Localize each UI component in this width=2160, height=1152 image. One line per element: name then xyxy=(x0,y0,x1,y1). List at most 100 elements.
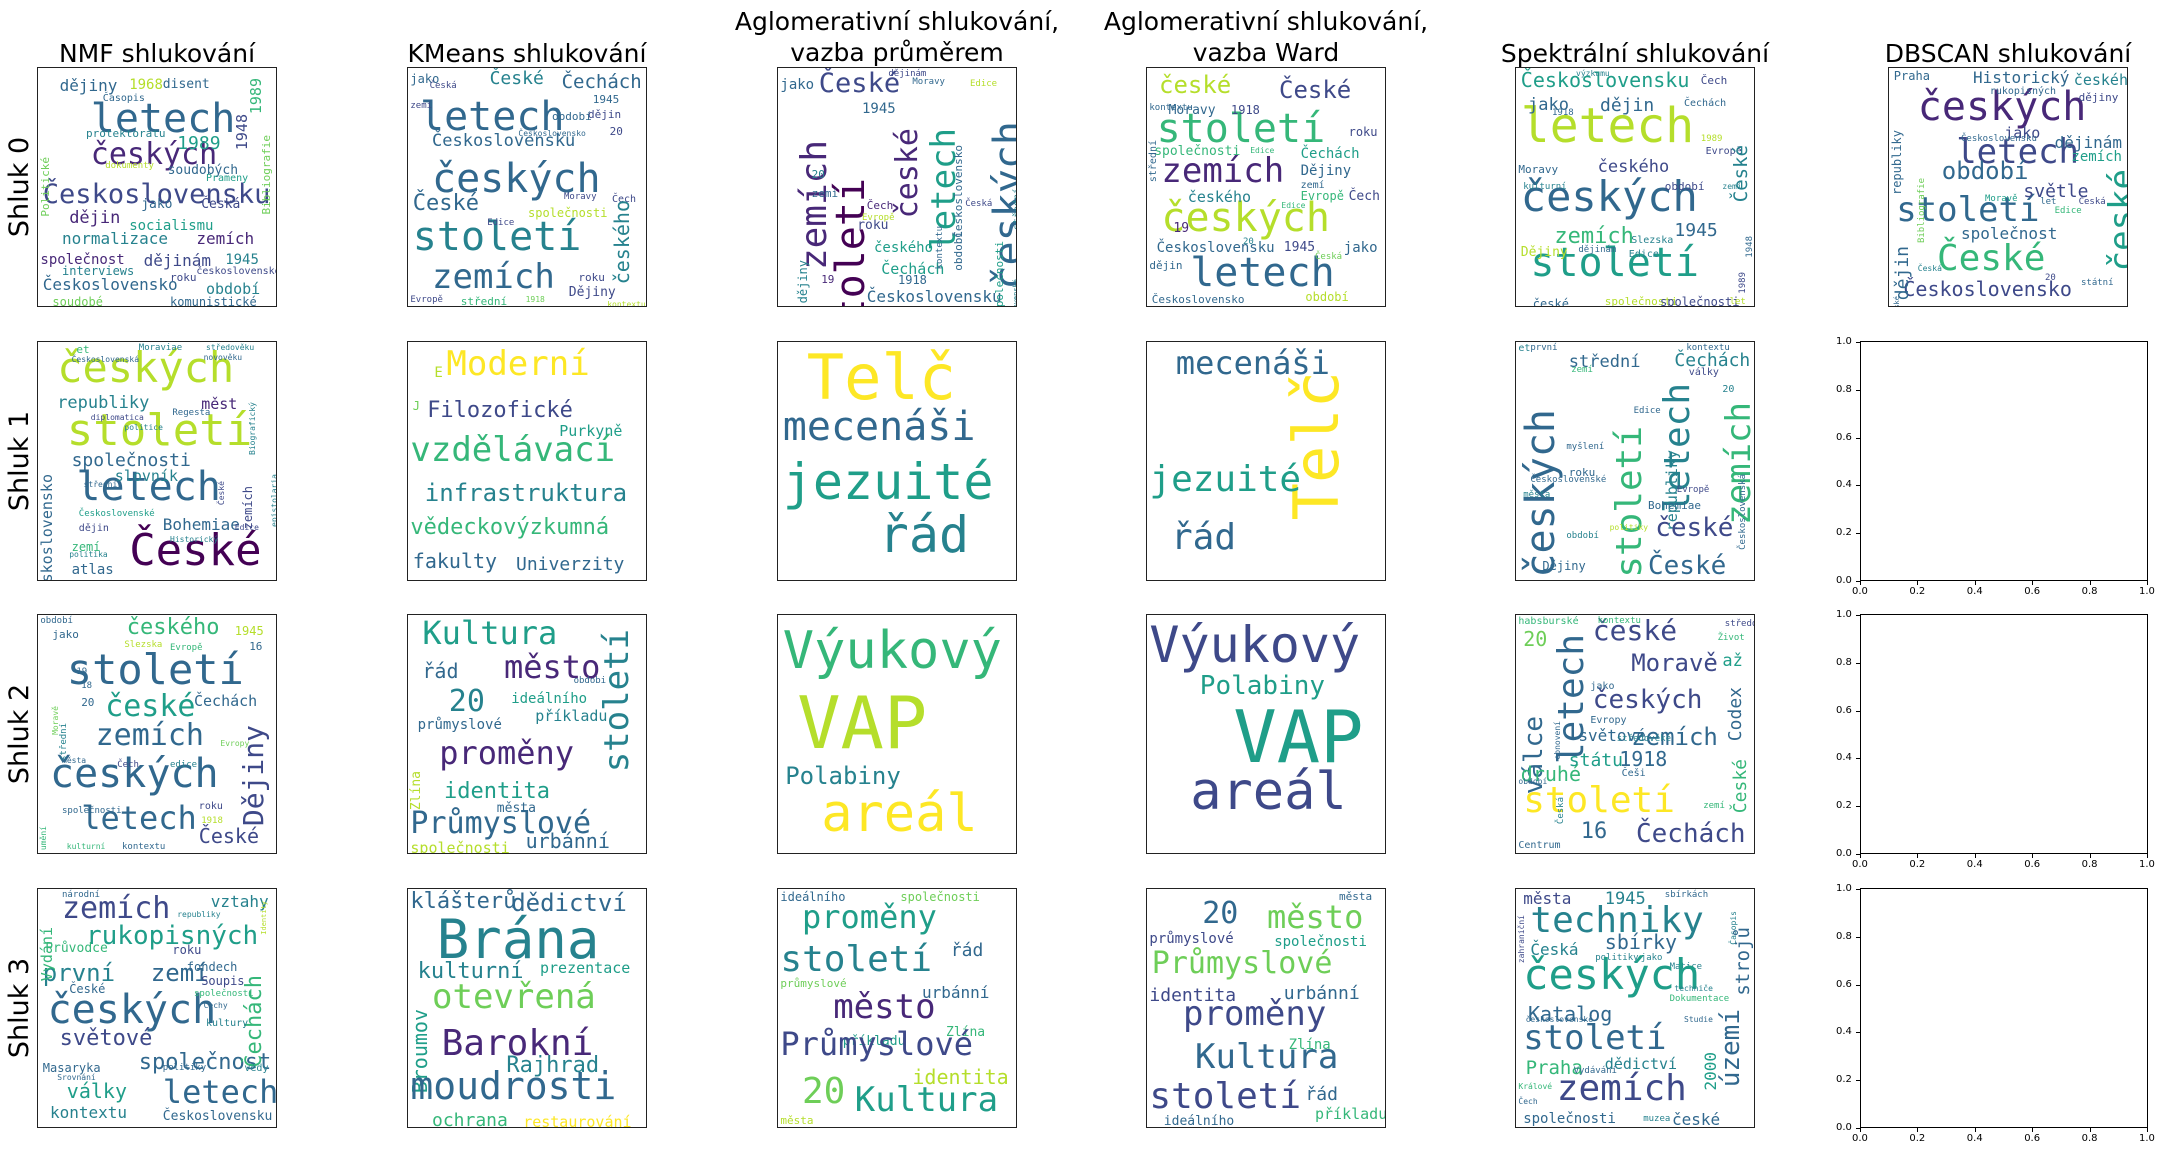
wordcloud-panel: českých století letech zemích Čechách střední… xyxy=(1515,341,1755,581)
wordcloud-word: kontextu xyxy=(935,226,946,270)
wordcloud-word: 1948 xyxy=(232,113,251,150)
wordcloud-word: ideálního xyxy=(1163,1113,1235,1128)
y-tick-label: 0.0 xyxy=(1836,575,1852,586)
wordcloud-word: vědeckovýzkumná xyxy=(410,515,610,541)
wordcloud-word: dějinám xyxy=(1578,244,1617,255)
wordcloud-word: et xyxy=(1518,343,1531,355)
wordcloud-word: kontextu xyxy=(1686,343,1730,354)
wordcloud-word: České xyxy=(1937,237,2046,279)
wordcloud-word: let xyxy=(1729,297,1746,307)
wordcloud-word: vzdělávací xyxy=(410,430,616,471)
wordcloud-word: zemích xyxy=(794,140,836,271)
wordcloud-word: Praha xyxy=(1525,1057,1583,1080)
wordcloud-word: Česká xyxy=(1530,939,1579,959)
wordcloud-word: města xyxy=(1523,489,1551,500)
wordcloud-word: století xyxy=(412,213,582,260)
wordcloud-word: střední xyxy=(83,480,118,490)
empty-axes xyxy=(1860,614,2148,854)
wordcloud-word: společnosti xyxy=(62,806,122,816)
wordcloud-word: dějin xyxy=(69,207,121,228)
column-title: Aglomerativní shlukování, xyxy=(1103,7,1429,36)
wordcloud-word: české xyxy=(2102,168,2128,272)
wordcloud-panel: letech českých Československu normalizace Če… xyxy=(37,67,277,307)
y-tick-label: 0.4 xyxy=(1836,1026,1852,1038)
x-tick-label: 0.6 xyxy=(2024,1133,2041,1144)
wordcloud-word: českého xyxy=(1597,157,1670,178)
x-tick xyxy=(2147,1128,2148,1132)
wordcloud-word: urbánní xyxy=(525,829,610,853)
wordcloud-word: Bibliografie xyxy=(1916,178,1927,244)
wordcloud-word: mecenáši xyxy=(782,403,976,450)
wordcloud-panel: českých letech století České české Českoslove… xyxy=(1888,67,2128,307)
wordcloud-word: Dějiny xyxy=(568,285,616,301)
wordcloud-word: 18 xyxy=(81,681,93,692)
wordcloud-word: českého xyxy=(126,615,220,641)
wordcloud-word: Čechy xyxy=(203,1000,228,1010)
wordcloud-word: techniky xyxy=(1530,900,1704,942)
wordcloud-word: České xyxy=(818,68,901,100)
wordcloud-word: zemí xyxy=(1722,182,1742,192)
wordcloud-word: Kultura xyxy=(422,614,558,653)
wordcloud-word: města xyxy=(1523,889,1572,909)
y-tick-label: 0.0 xyxy=(1836,1122,1852,1133)
wordcloud-word: Evropy xyxy=(220,738,250,748)
wordcloud-word: České xyxy=(217,481,226,506)
wordcloud-word: zemích xyxy=(1554,224,1634,250)
wordcloud-word: města xyxy=(62,755,87,765)
wordcloud-word: kultury xyxy=(206,1017,249,1029)
wordcloud-word: středověku xyxy=(206,343,255,353)
wordcloud-panel: Moderní Filozofické Purkyně vzdělávací infra… xyxy=(407,341,647,581)
wordcloud-word: České xyxy=(1279,75,1352,104)
wordcloud-word: kulturní xyxy=(66,842,106,851)
wordcloud-word: zemích xyxy=(1631,723,1718,752)
wordcloud-word: politiky xyxy=(162,1063,207,1074)
wordcloud-word: jako xyxy=(1343,239,1378,256)
y-tick xyxy=(1856,1080,1860,1082)
wordcloud-word: identita xyxy=(912,1064,1009,1089)
wordcloud-word: zemí xyxy=(150,959,209,987)
wordcloud-word: VAP xyxy=(1233,695,1364,780)
wordcloud-word: rukopisných xyxy=(1989,86,2057,98)
x-tick-label: 0.8 xyxy=(2081,1133,2098,1144)
wordcloud-word: Barokní xyxy=(441,1022,594,1064)
wordcloud-word: 1918 xyxy=(201,815,223,826)
row-label: Shluk 0 xyxy=(4,136,35,238)
wordcloud-word: proměny xyxy=(1183,994,1327,1034)
wordcloud-word: Edice xyxy=(2054,206,2082,217)
x-tick-label: 0.8 xyxy=(2081,586,2098,597)
y-tick xyxy=(1856,437,1860,439)
wordcloud-word: společnosti xyxy=(993,240,1006,307)
wordcloud-word: války xyxy=(66,1079,128,1103)
wordcloud-word: období xyxy=(952,231,966,271)
wordcloud-word: letech xyxy=(81,799,197,838)
wordcloud-word: Edice xyxy=(1633,405,1661,416)
wordcloud-word: Československo xyxy=(1903,277,2072,302)
wordcloud-word: roku xyxy=(578,271,605,284)
wordcloud-word: Československo xyxy=(38,474,57,581)
wordcloud-word: Historický xyxy=(1973,68,2070,88)
wordcloud-word: českých xyxy=(1523,949,1701,999)
y-tick-label: 1.0 xyxy=(1836,336,1852,347)
wordcloud-word: Evropě xyxy=(170,642,203,653)
wordcloud-word: jako xyxy=(1528,94,1569,115)
wordcloud-word: J xyxy=(412,398,421,413)
wordcloud-word: dějiny xyxy=(59,75,118,95)
wordcloud-word: střední xyxy=(1568,352,1641,372)
column-title: vazba Ward xyxy=(1192,38,1340,67)
wordcloud-panel: století zemích české letech českých Českoslov… xyxy=(777,67,1017,307)
wordcloud-word: řád xyxy=(878,506,970,564)
wordcloud-word: století xyxy=(66,405,253,457)
wordcloud-word: dějin xyxy=(1149,259,1183,272)
wordcloud-word: Studie xyxy=(1684,1015,1713,1025)
wordcloud-word: zemích xyxy=(95,717,204,753)
wordcloud-word: českých xyxy=(1917,84,2087,131)
wordcloud-word: obnovení xyxy=(1553,720,1563,760)
wordcloud-word: politiky xyxy=(1609,523,1649,533)
wordcloud-word: Česká xyxy=(1315,251,1343,262)
row-label: Shluk 3 xyxy=(4,957,35,1059)
wordcloud-word: roku xyxy=(1568,465,1596,479)
wordcloud-word: Bibliografie xyxy=(260,135,274,215)
wordcloud-word: 20 xyxy=(811,167,825,181)
y-tick xyxy=(1856,342,1860,343)
wordcloud-panel: Kultura město století řád 20 ideálního příklad… xyxy=(407,614,647,854)
